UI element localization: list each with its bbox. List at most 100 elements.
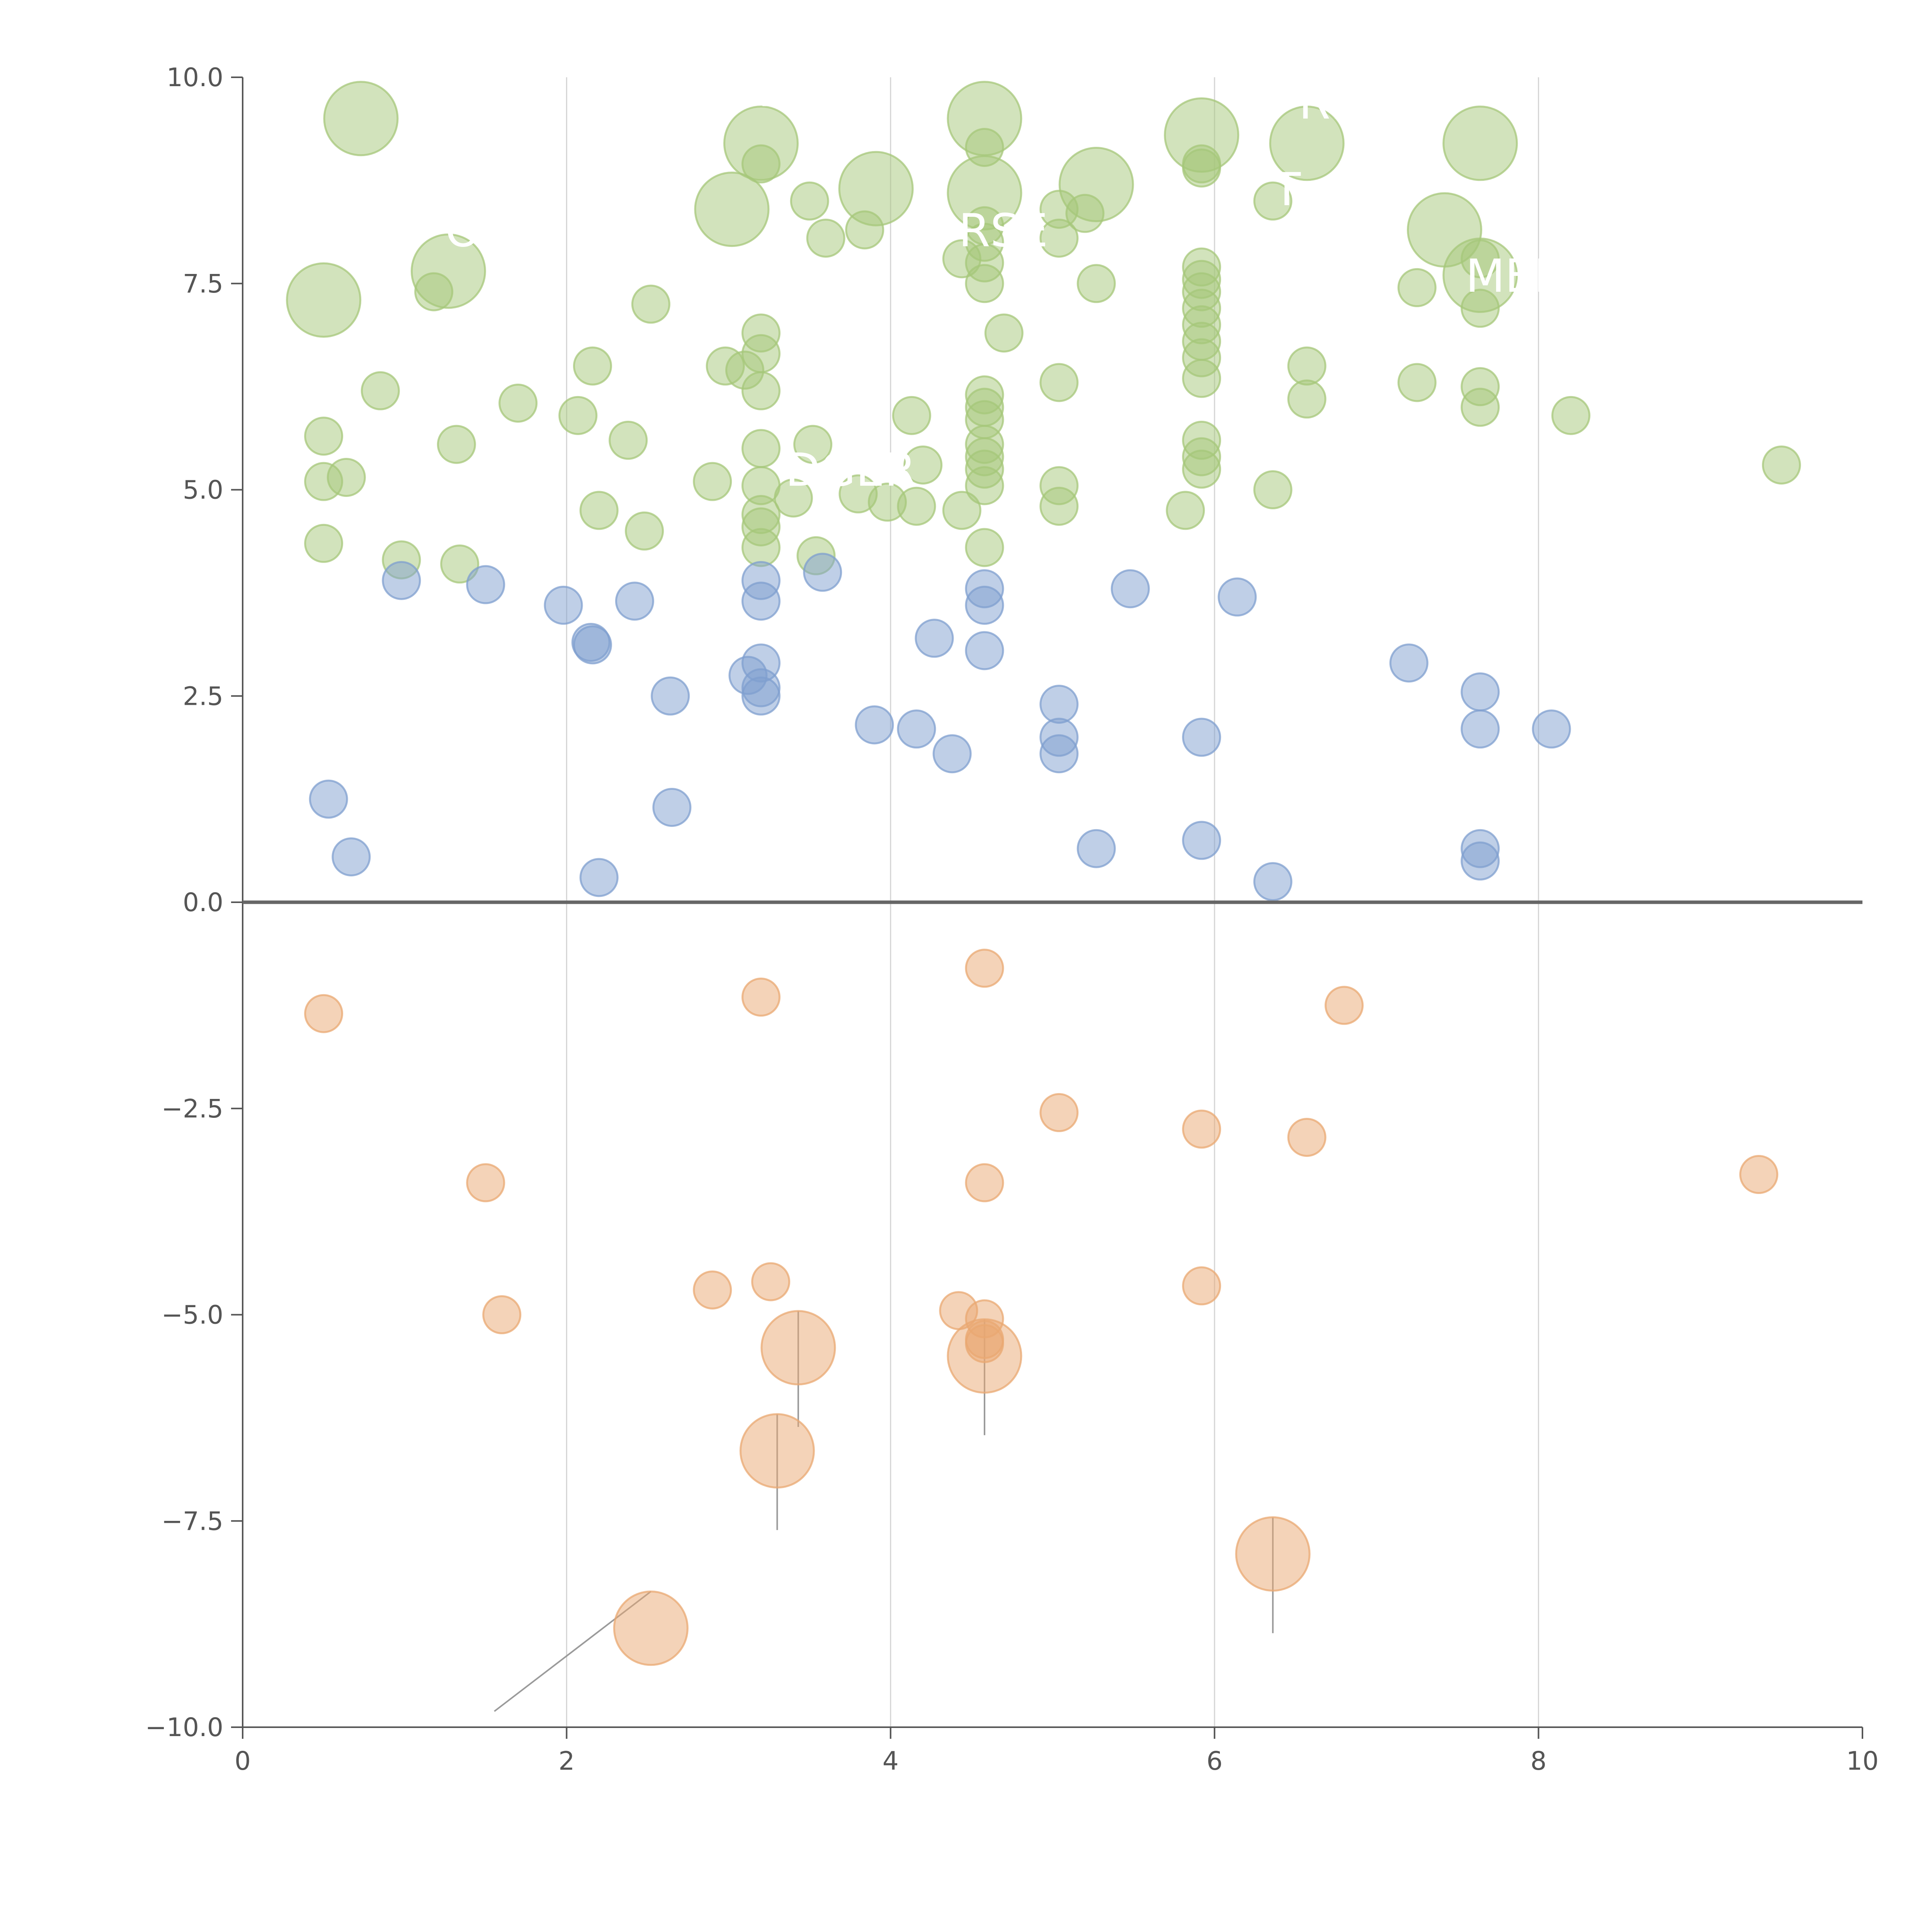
green-point <box>304 417 344 456</box>
green-point <box>437 425 476 464</box>
blue-point <box>1182 821 1221 860</box>
blue-point <box>1389 643 1429 683</box>
blue-point <box>741 582 781 621</box>
blue-point <box>466 565 505 604</box>
green-point <box>573 346 612 386</box>
blue-point <box>651 676 690 716</box>
green-point <box>1397 363 1437 402</box>
green-point <box>1039 363 1079 402</box>
y-tick-label: 7.5 <box>183 269 223 299</box>
orange-point <box>1182 1266 1221 1306</box>
green-point <box>286 262 362 338</box>
data-points <box>286 81 1801 1666</box>
orange-point <box>613 1590 689 1666</box>
blue-point <box>1077 829 1116 868</box>
y-tick-label: −7.5 <box>162 1506 223 1536</box>
green-point <box>1253 181 1293 221</box>
green-point <box>1065 194 1105 233</box>
axes: 0 2 4 6 8 10 −10.0 −7.5 −5.0 −2.5 0.0 2.5 5.0 7.5 10.0 <box>145 63 1879 1776</box>
x-tick-label: 0 <box>235 1746 251 1776</box>
orange-point <box>741 978 781 1017</box>
green-point <box>1442 105 1518 181</box>
blue-point <box>1218 577 1257 617</box>
y-tick-label: −5.0 <box>162 1300 223 1330</box>
green-point <box>498 383 538 423</box>
green-point <box>903 445 943 485</box>
green-point <box>1039 486 1079 526</box>
green-point <box>327 457 366 497</box>
green-point <box>965 128 1004 167</box>
orange-point <box>1325 986 1364 1025</box>
orange-point <box>1182 1109 1221 1149</box>
green-point <box>965 466 1004 505</box>
blue-point <box>1182 718 1221 757</box>
blue-point <box>1039 685 1079 724</box>
blue-point <box>932 734 972 774</box>
y-tick-label: 0.0 <box>183 888 223 917</box>
annotation-label: C <box>1033 68 1065 121</box>
green-point <box>1077 264 1116 303</box>
annotation-label: ... <box>729 64 772 117</box>
green-point <box>965 264 1004 303</box>
y-tick-label: −2.5 <box>162 1094 223 1124</box>
green-point <box>845 210 884 250</box>
green-point <box>790 181 829 221</box>
blue-point <box>897 709 936 749</box>
blue-point <box>652 787 692 827</box>
green-point <box>741 528 781 567</box>
blue-point <box>332 837 371 877</box>
orange-point <box>965 1324 1004 1363</box>
y-tick-label: 5.0 <box>183 475 223 505</box>
orange-point <box>1235 1516 1311 1592</box>
x-tick-label: 10 <box>1846 1746 1879 1776</box>
annotation-label: MEN <box>1466 249 1568 303</box>
green-point <box>579 491 619 530</box>
green-point <box>1461 388 1500 427</box>
green-point <box>609 420 648 460</box>
annotation-label: OD <box>445 204 516 257</box>
blue-point <box>965 585 1004 625</box>
blue-point <box>1461 672 1500 712</box>
orange-point <box>760 1310 836 1386</box>
blue-point <box>965 631 1004 670</box>
blue-point <box>741 676 781 716</box>
green-point <box>361 371 400 410</box>
green-point <box>440 544 480 584</box>
green-point <box>323 81 399 156</box>
annotation-label: DGER <box>785 443 916 497</box>
green-point <box>984 313 1024 353</box>
blue-point <box>382 561 421 600</box>
green-point <box>741 429 781 468</box>
blue-point <box>615 582 654 621</box>
blue-point <box>1532 709 1571 749</box>
x-tick-label: 8 <box>1531 1746 1547 1776</box>
green-point <box>1461 289 1500 328</box>
green-point <box>1182 148 1221 188</box>
green-point <box>1182 359 1221 398</box>
orange-point <box>739 1413 815 1489</box>
green-point <box>1253 470 1293 509</box>
green-point <box>1461 239 1500 279</box>
blue-point <box>1111 569 1150 609</box>
blue-point <box>915 619 954 658</box>
x-tick-label: 4 <box>883 1746 899 1776</box>
blue-point <box>1039 734 1079 774</box>
green-point <box>304 524 344 563</box>
green-point <box>1287 379 1327 419</box>
green-point <box>793 425 833 464</box>
green-point <box>631 284 670 324</box>
green-point <box>774 478 813 518</box>
x-tick-label: 6 <box>1206 1746 1223 1776</box>
y-tick-label: 2.5 <box>183 681 223 711</box>
green-point <box>965 528 1004 567</box>
orange-point <box>1039 1093 1079 1132</box>
blue-point <box>803 553 842 592</box>
blue-point <box>1461 709 1500 749</box>
blue-point <box>855 705 894 745</box>
y-tick-label: −10.0 <box>145 1713 223 1742</box>
green-point <box>414 272 454 311</box>
orange-point <box>751 1262 791 1301</box>
blue-point <box>1461 841 1500 881</box>
orange-point <box>693 1270 732 1310</box>
annotation-label: T <box>1272 163 1301 216</box>
